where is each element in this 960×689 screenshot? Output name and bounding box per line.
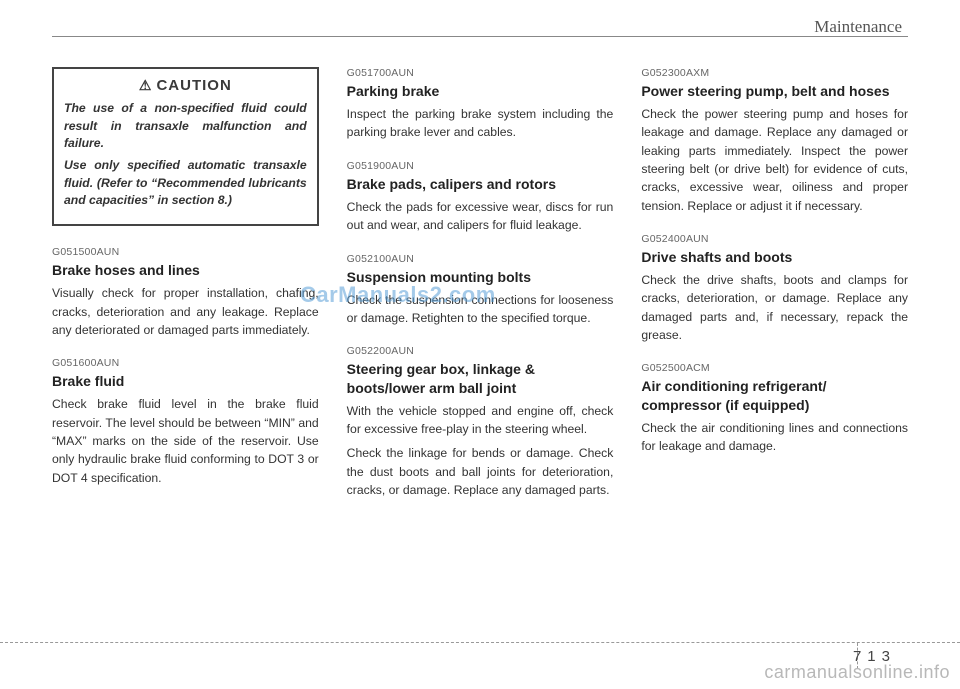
section-steering-gear: G052200AUN Steering gear box, linkage & … — [347, 345, 614, 499]
column-3: G052300AXM Power steering pump, belt and… — [641, 67, 908, 517]
section-heading: Suspension mounting bolts — [347, 268, 614, 286]
section-body: Check the suspension connections for loo… — [347, 291, 614, 328]
caution-p1: The use of a non-specified fluid could r… — [64, 100, 307, 153]
caution-box: ⚠CAUTION The use of a non-specified flui… — [52, 67, 319, 226]
section-heading: Parking brake — [347, 82, 614, 100]
section-brake-fluid: G051600AUN Brake fluid Check brake fluid… — [52, 357, 319, 487]
section-brake-hoses: G051500AUN Brake hoses and lines Visuall… — [52, 246, 319, 339]
section-p1: With the vehicle stopped and engine off,… — [347, 402, 614, 439]
section-heading: Brake fluid — [52, 372, 319, 390]
section-heading: Power steering pump, belt and hoses — [641, 82, 908, 100]
section-body: Visually check for proper installation, … — [52, 284, 319, 339]
footer-rule — [0, 642, 960, 643]
column-1: ⚠CAUTION The use of a non-specified flui… — [52, 67, 319, 517]
section-body: Check brake fluid level in the brake flu… — [52, 395, 319, 486]
section-body: Check the power steering pump and hoses … — [641, 105, 908, 215]
column-2: G051700AUN Parking brake Inspect the par… — [347, 67, 614, 517]
caution-heading: ⚠CAUTION — [64, 77, 307, 94]
section-body: Check the drive shafts, boots and clamps… — [641, 271, 908, 344]
section-heading: Brake pads, calipers and rotors — [347, 175, 614, 193]
caution-body: The use of a non-specified fluid could r… — [64, 100, 307, 210]
caution-p2: Use only specified automatic transaxle f… — [64, 157, 307, 210]
section-code: G052500ACM — [641, 362, 908, 374]
section-heading: Steering gear box, linkage & boots/lower… — [347, 360, 614, 396]
section-code: G051500AUN — [52, 246, 319, 258]
section-suspension-bolts: G052100AUN Suspension mounting bolts Che… — [347, 253, 614, 328]
section-body: With the vehicle stopped and engine off,… — [347, 402, 614, 499]
section-drive-shafts: G052400AUN Drive shafts and boots Check … — [641, 233, 908, 344]
header-title: Maintenance — [800, 17, 902, 36]
section-heading: Drive shafts and boots — [641, 248, 908, 266]
section-brake-pads: G051900AUN Brake pads, calipers and roto… — [347, 160, 614, 235]
section-body: Inspect the parking brake system includi… — [347, 105, 614, 142]
section-code: G051700AUN — [347, 67, 614, 79]
footer-brand: carmanualsonline.info — [764, 662, 950, 683]
section-parking-brake: G051700AUN Parking brake Inspect the par… — [347, 67, 614, 142]
section-body: Check the pads for excessive wear, discs… — [347, 198, 614, 235]
caution-label: CAUTION — [156, 77, 231, 94]
page-container: Maintenance ⚠CAUTION The use of a non-sp… — [0, 0, 960, 689]
section-heading: Brake hoses and lines — [52, 261, 319, 279]
section-air-conditioning: G052500ACM Air conditioning refrigerant/… — [641, 362, 908, 455]
section-code: G052300AXM — [641, 67, 908, 79]
content-columns: ⚠CAUTION The use of a non-specified flui… — [52, 67, 908, 517]
section-code: G051600AUN — [52, 357, 319, 369]
section-p2: Check the linkage for bends or damage. C… — [347, 444, 614, 499]
section-code: G051900AUN — [347, 160, 614, 172]
section-code: G052200AUN — [347, 345, 614, 357]
section-power-steering: G052300AXM Power steering pump, belt and… — [641, 67, 908, 215]
section-code: G052400AUN — [641, 233, 908, 245]
warning-icon: ⚠ — [139, 77, 153, 93]
section-code: G052100AUN — [347, 253, 614, 265]
section-body: Check the air conditioning lines and con… — [641, 419, 908, 456]
section-heading: Air conditioning refrigerant/ compressor… — [641, 377, 908, 413]
header-title-wrap: Maintenance — [52, 17, 908, 37]
